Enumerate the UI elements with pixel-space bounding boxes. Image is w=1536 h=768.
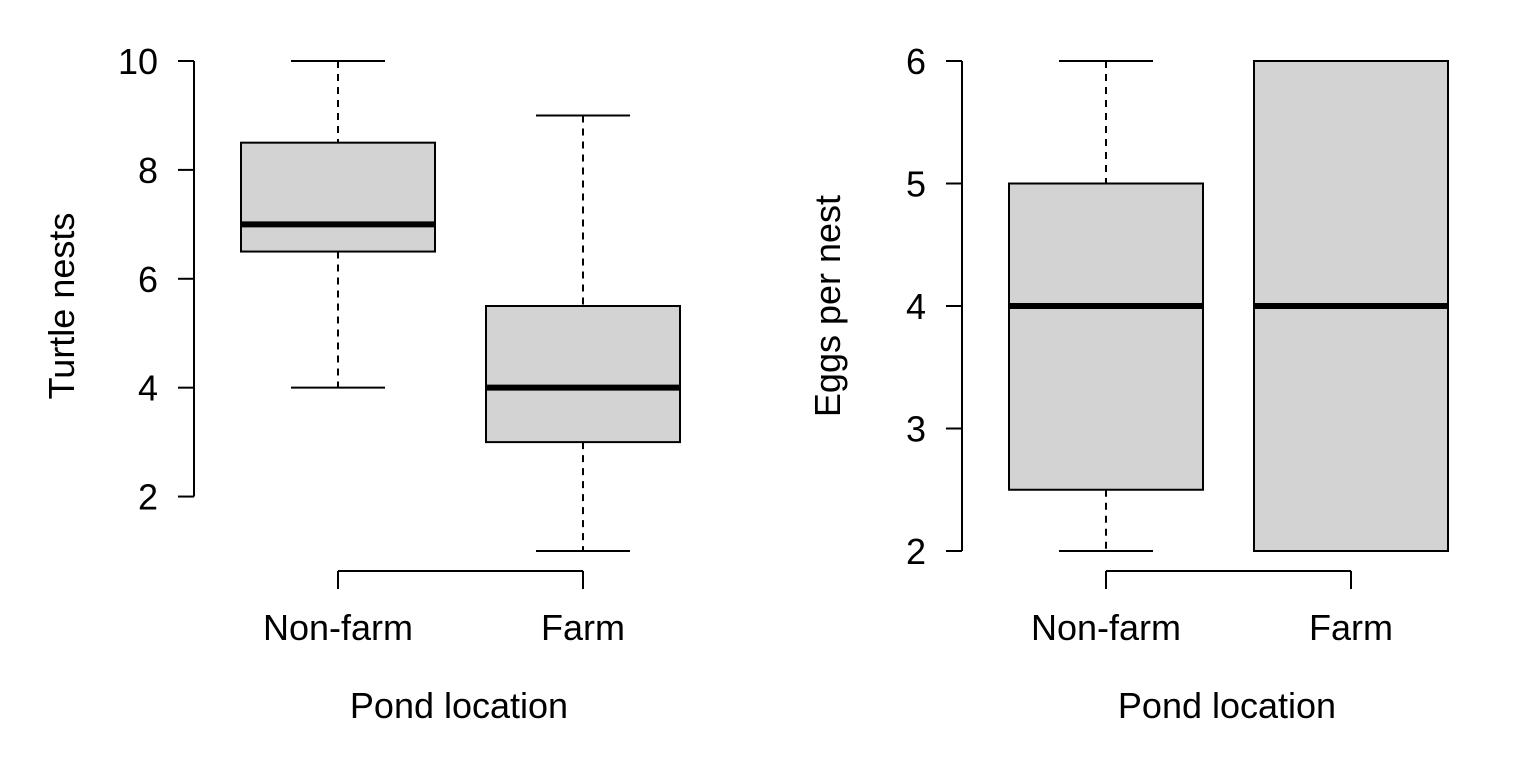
box-iqr bbox=[485, 305, 681, 444]
box-farm bbox=[485, 114, 681, 552]
y-tick-label: 4 bbox=[906, 286, 926, 327]
box-iqr bbox=[1008, 182, 1204, 491]
x-tick-label: Farm bbox=[541, 607, 625, 648]
y-tick-label: 8 bbox=[138, 150, 158, 191]
x-tick-label: Farm bbox=[1309, 607, 1393, 648]
y-tick-label: 2 bbox=[906, 531, 926, 572]
x-axis-title: Pond location bbox=[1118, 685, 1336, 726]
y-tick-label: 10 bbox=[118, 41, 158, 82]
box-non-farm bbox=[1008, 60, 1204, 552]
box-iqr bbox=[240, 141, 436, 253]
y-axis-title: Eggs per nest bbox=[807, 195, 848, 417]
x-tick-label: Non-farm bbox=[1031, 607, 1181, 648]
box-farm bbox=[1253, 60, 1449, 552]
y-tick-label: 5 bbox=[906, 164, 926, 205]
y-tick-label: 4 bbox=[138, 368, 158, 409]
y-tick-label: 6 bbox=[906, 41, 926, 82]
y-tick-label: 2 bbox=[138, 477, 158, 518]
y-axis-title: Turtle nests bbox=[41, 213, 82, 400]
y-tick-label: 6 bbox=[138, 259, 158, 300]
x-tick-label: Non-farm bbox=[263, 607, 413, 648]
y-tick-label: 3 bbox=[906, 409, 926, 450]
panel-eggs-per-nest: 2 3 4 5 6 Eggs per nest Non-farm Farm Pond locat… bbox=[807, 41, 1449, 726]
box-non-farm bbox=[240, 60, 436, 389]
panel-turtle-nests: 2 4 6 8 10 Turtle nests Non-farm Farm Pond locat… bbox=[41, 41, 681, 726]
x-axis-title: Pond location bbox=[350, 685, 568, 726]
